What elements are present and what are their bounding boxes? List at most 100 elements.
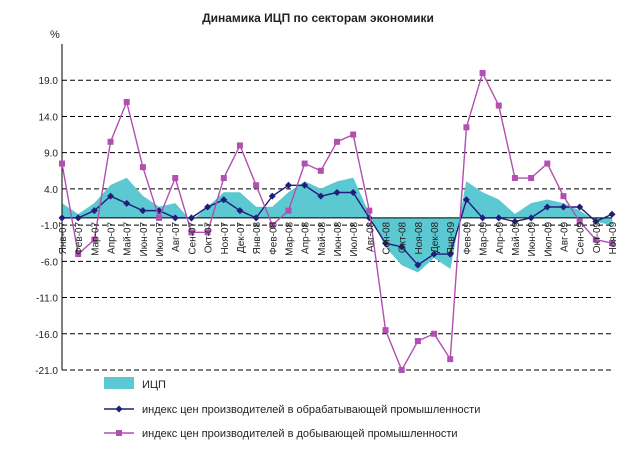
- mining-point: [479, 69, 486, 76]
- icp-area-segment: [514, 202, 532, 219]
- x-tick-label: Май-09: [511, 221, 522, 255]
- legend-marker-diamond: [115, 405, 123, 413]
- x-tick-label: Янв-07: [58, 221, 69, 254]
- mining-point: [107, 138, 114, 145]
- mining-point: [495, 102, 502, 109]
- manufacturing-point: [479, 214, 487, 222]
- manufacturing-point: [123, 199, 131, 207]
- x-tick-label: Июл-09: [543, 221, 554, 256]
- x-axis-ticks: Янв-07 Фев-07 Мар-07 Апр-07 Май-07 Июн-07 Июл-…: [58, 221, 619, 256]
- x-tick-label: Апр-09: [495, 221, 506, 254]
- x-tick-label: Май-08: [317, 221, 328, 255]
- x-tick-label: Окт-08: [398, 221, 409, 253]
- icp-area-segment: [563, 202, 580, 219]
- x-tick-label: Окт-09: [592, 221, 603, 253]
- legend-label: индекс цен производителей в обрабатывающ…: [142, 404, 480, 416]
- mining-point: [188, 229, 195, 236]
- mining-point: [59, 160, 65, 167]
- x-tick-label: Мар-08: [284, 221, 295, 255]
- mining-point: [528, 175, 535, 182]
- y-tick-label: 19.0: [39, 76, 59, 87]
- mining-point: [269, 222, 276, 229]
- legend: ИЦП индекс цен производителей в обрабатыв…: [104, 377, 480, 440]
- mining-point: [301, 160, 308, 167]
- icp-area-segment: [142, 195, 160, 219]
- manufacturing-point: [462, 196, 470, 204]
- mining-point: [285, 207, 292, 214]
- x-tick-label: Окт-07: [204, 221, 215, 253]
- manufacturing-point: [268, 192, 276, 200]
- manufacturing-point: [446, 250, 454, 258]
- manufacturing-point: [608, 210, 616, 218]
- x-tick-label: Авг-08: [365, 221, 376, 252]
- manufacturing-point: [576, 203, 584, 211]
- manufacturing-point: [220, 196, 228, 204]
- mining-point: [560, 193, 567, 200]
- x-tick-label: Янв-08: [252, 221, 263, 254]
- mining-point: [609, 240, 615, 247]
- mining-point: [431, 330, 438, 337]
- x-tick-label: Сен-09: [576, 221, 587, 254]
- mining-point: [172, 175, 179, 182]
- manufacturing-point: [559, 203, 567, 211]
- manufacturing-point: [349, 189, 357, 197]
- x-tick-label: Апр-08: [301, 221, 312, 254]
- mining-line: [61, 71, 613, 372]
- y-axis-ticks: 19.0 14.0 9.0 4.0 -1.0 -6.0 -11.0 -16.0 -21.0: [35, 76, 58, 377]
- manufacturing-point: [139, 207, 147, 215]
- mining-point: [253, 182, 260, 189]
- x-tick-label: Апр-07: [107, 221, 118, 254]
- mining-point: [576, 218, 583, 225]
- icp-area-segment: [482, 192, 500, 219]
- manufacturing-point: [284, 181, 292, 189]
- mining-point: [204, 229, 211, 236]
- mining-point: [463, 124, 470, 131]
- icp-area-segment: [126, 177, 144, 219]
- y-tick-label: 4.0: [44, 185, 58, 196]
- mining-point: [317, 167, 324, 174]
- x-tick-label: Июн-08: [333, 221, 344, 256]
- chart-title: Динамика ИЦП по секторам экономики: [202, 11, 434, 25]
- legend-marker-square: [116, 430, 122, 436]
- line-series-layer: [58, 69, 616, 373]
- x-tick-label: Мар-09: [479, 221, 490, 255]
- x-tick-label: Ноя-09: [608, 221, 619, 254]
- manufacturing-point: [495, 214, 503, 222]
- x-tick-label: Ноя-07: [220, 221, 231, 254]
- legend-swatch-icp: [104, 377, 134, 389]
- manufacturing-point: [301, 181, 309, 189]
- x-tick-label: Июн-07: [139, 221, 150, 256]
- manufacturing-point: [74, 214, 82, 222]
- icp-area-segment: [255, 206, 273, 219]
- x-tick-label: Дек-08: [430, 221, 441, 253]
- manufacturing-point: [543, 203, 551, 211]
- mining-point: [398, 367, 405, 373]
- manufacturing-point: [527, 214, 535, 222]
- mining-point: [414, 338, 421, 345]
- manufacturing-point: [430, 250, 438, 258]
- icp-area-segment: [547, 199, 564, 219]
- manufacturing-point: [107, 192, 115, 200]
- mining-point: [75, 251, 82, 258]
- legend-label: индекс цен производителей в добывающей п…: [142, 428, 458, 440]
- x-tick-label: Сен-07: [187, 221, 198, 254]
- area-series-layer: [61, 177, 613, 273]
- manufacturing-point: [90, 207, 98, 215]
- mining-point: [139, 164, 146, 171]
- mining-point: [382, 327, 389, 334]
- icp-area-segment: [336, 177, 354, 219]
- mining-point: [511, 175, 518, 182]
- mining-point: [156, 214, 163, 221]
- x-tick-label: Дек-07: [236, 221, 247, 253]
- y-tick-label: -6.0: [41, 257, 59, 268]
- mining-point: [350, 131, 357, 138]
- y-tick-label: -21.0: [35, 366, 58, 377]
- y-tick-label: -16.0: [35, 330, 58, 341]
- manufacturing-point: [171, 214, 179, 222]
- x-tick-label: Авг-09: [559, 221, 570, 252]
- mining-point: [592, 236, 599, 243]
- manufacturing-point: [58, 214, 66, 222]
- mining-point: [236, 142, 243, 149]
- mining-point: [544, 160, 551, 167]
